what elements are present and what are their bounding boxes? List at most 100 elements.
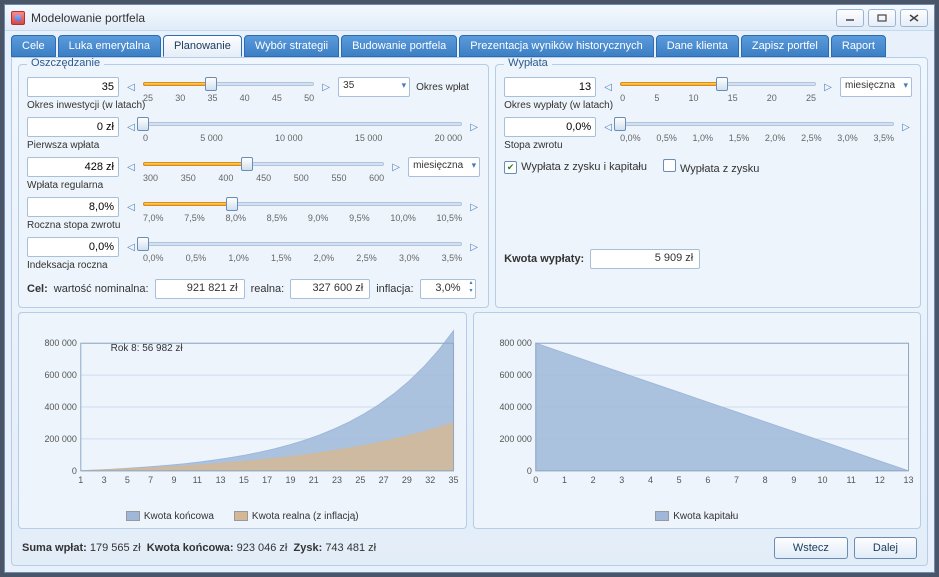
invest-period-select[interactable]: 35 [338, 77, 410, 97]
legend-real: Kwota realna (z inflacją) [252, 511, 359, 522]
invest-period-right-label: Okres wpłat [416, 82, 480, 93]
check-profit-capital[interactable]: ✔Wypłata z zysku i kapitału [504, 161, 647, 174]
inflation-spinner[interactable]: 3,0% [420, 279, 476, 299]
minimize-button[interactable] [836, 9, 864, 27]
tab-content: Oszczędzanie ◁ 253035404550 ▷ 35Okres wp… [11, 57, 928, 566]
payout-title: Wypłata [504, 57, 552, 69]
svg-text:25: 25 [355, 475, 365, 485]
svg-text:32: 32 [425, 475, 435, 485]
savings-chart: 0200 000400 000600 000800 00013579111315… [18, 312, 467, 529]
app-window: Modelowanie portfela CeleLuka emerytalna… [4, 4, 935, 573]
indexation-dec[interactable]: ◁ [125, 242, 137, 253]
tab-cele[interactable]: Cele [11, 35, 56, 57]
payout-period-select[interactable]: miesięczna [840, 77, 912, 97]
return-rate-slider[interactable]: 7,0%7,5%8,0%8,5%9,0%9,5%10,0%10,5% [143, 195, 462, 219]
svg-text:400 000: 400 000 [44, 402, 76, 412]
indexation-slider[interactable]: 0,0%0,5%1,0%1,5%2,0%2,5%3,0%3,5% [143, 235, 462, 259]
payout-amount-label: Kwota wypłaty: [504, 253, 584, 265]
savings-group: Oszczędzanie ◁ 253035404550 ▷ 35Okres wp… [18, 64, 489, 308]
return-rate-dec[interactable]: ◁ [125, 202, 137, 213]
svg-text:10: 10 [817, 475, 827, 485]
svg-text:8: 8 [762, 475, 767, 485]
svg-text:21: 21 [309, 475, 319, 485]
tab-luka-emerytalna[interactable]: Luka emerytalna [58, 35, 161, 57]
tabstrip: CeleLuka emerytalnaPlanowanieWybór strat… [5, 31, 934, 57]
invest-period-value[interactable] [27, 77, 119, 97]
payout-period-slider[interactable]: 0510152025 [620, 75, 816, 99]
nominal-value: 921 821 zł [155, 279, 245, 299]
svg-text:0: 0 [72, 466, 77, 476]
next-button[interactable]: Dalej [854, 537, 917, 559]
regular-payment-slider[interactable]: 300350400450500550600 [143, 155, 384, 179]
svg-text:11: 11 [846, 475, 855, 485]
first-payment-value[interactable] [27, 117, 119, 137]
real-label: realna: [251, 283, 285, 295]
svg-text:200 000: 200 000 [499, 434, 531, 444]
payout-return-dec[interactable]: ◁ [602, 122, 614, 133]
payout-period-inc[interactable]: ▷ [822, 82, 834, 93]
indexation-value[interactable] [27, 237, 119, 257]
svg-text:0: 0 [533, 475, 538, 485]
svg-text:5: 5 [125, 475, 130, 485]
legend-capital: Kwota kapitału [673, 511, 738, 522]
payout-chart: 0200 000400 000600 000800 00001234567891… [473, 312, 922, 529]
tab-budowanie-portfela[interactable]: Budowanie portfela [341, 35, 457, 57]
svg-text:1: 1 [78, 475, 83, 485]
payout-group: Wypłata ◁ 0510152025 ▷ miesięczna Okres … [495, 64, 921, 308]
window-title: Modelowanie portfela [31, 11, 836, 25]
tab-raport[interactable]: Raport [831, 35, 886, 57]
regular-payment-value[interactable] [27, 157, 119, 177]
regular-payment-dec[interactable]: ◁ [125, 162, 137, 173]
svg-text:13: 13 [903, 475, 913, 485]
first-payment-inc[interactable]: ▷ [468, 122, 480, 133]
svg-text:6: 6 [705, 475, 710, 485]
svg-text:19: 19 [285, 475, 295, 485]
app-icon [11, 11, 25, 25]
svg-text:1: 1 [561, 475, 566, 485]
payout-period-value[interactable] [504, 77, 596, 97]
real-value: 327 600 zł [290, 279, 370, 299]
payout-period-dec[interactable]: ◁ [602, 82, 614, 93]
svg-text:17: 17 [262, 475, 272, 485]
back-button[interactable]: Wstecz [774, 537, 848, 559]
tab-zapisz-portfel[interactable]: Zapisz portfel [741, 35, 829, 57]
invest-period-slider[interactable]: 253035404550 [143, 75, 314, 99]
first-payment-slider[interactable]: 05 00010 00015 00020 000 [143, 115, 462, 139]
goal-label: Cel: [27, 283, 48, 295]
payout-amount-value: 5 909 zł [590, 249, 700, 269]
svg-text:800 000: 800 000 [499, 338, 531, 348]
nominal-label: wartość nominalna: [54, 283, 149, 295]
invest-period-dec[interactable]: ◁ [125, 82, 137, 93]
svg-text:12: 12 [874, 475, 884, 485]
svg-text:600 000: 600 000 [44, 370, 76, 380]
invest-period-inc[interactable]: ▷ [320, 82, 332, 93]
close-button[interactable] [900, 9, 928, 27]
titlebar: Modelowanie portfela [5, 5, 934, 31]
svg-text:15: 15 [239, 475, 249, 485]
inflation-label: inflacja: [376, 283, 413, 295]
return-rate-inc[interactable]: ▷ [468, 202, 480, 213]
legend-final: Kwota końcowa [144, 511, 214, 522]
regular-payment-inc[interactable]: ▷ [390, 162, 402, 173]
svg-text:11: 11 [193, 475, 202, 485]
check-profit-only[interactable]: Wypłata z zysku [663, 159, 759, 175]
svg-text:5: 5 [676, 475, 681, 485]
svg-text:Rok 8: 56 982 zł: Rok 8: 56 982 zł [111, 343, 184, 354]
first-payment-dec[interactable]: ◁ [125, 122, 137, 133]
savings-title: Oszczędzanie [27, 57, 104, 69]
tab-wybór-strategii[interactable]: Wybór strategii [244, 35, 339, 57]
payout-return-slider[interactable]: 0,0%0,5%1,0%1,5%2,0%2,5%3,0%3,5% [620, 115, 894, 139]
payout-return-value[interactable] [504, 117, 596, 137]
return-rate-value[interactable] [27, 197, 119, 217]
payout-return-inc[interactable]: ▷ [900, 122, 912, 133]
tab-dane-klienta[interactable]: Dane klienta [656, 35, 739, 57]
svg-text:3: 3 [619, 475, 624, 485]
regular-payment-select[interactable]: miesięczna [408, 157, 480, 177]
indexation-inc[interactable]: ▷ [468, 242, 480, 253]
svg-text:35: 35 [449, 475, 459, 485]
maximize-button[interactable] [868, 9, 896, 27]
footer: Suma wpłat: 179 565 zł Kwota końcowa: 92… [18, 533, 921, 559]
tab-prezentacja-wyników-historycznych[interactable]: Prezentacja wyników historycznych [459, 35, 653, 57]
svg-text:29: 29 [402, 475, 412, 485]
tab-planowanie[interactable]: Planowanie [163, 35, 242, 57]
